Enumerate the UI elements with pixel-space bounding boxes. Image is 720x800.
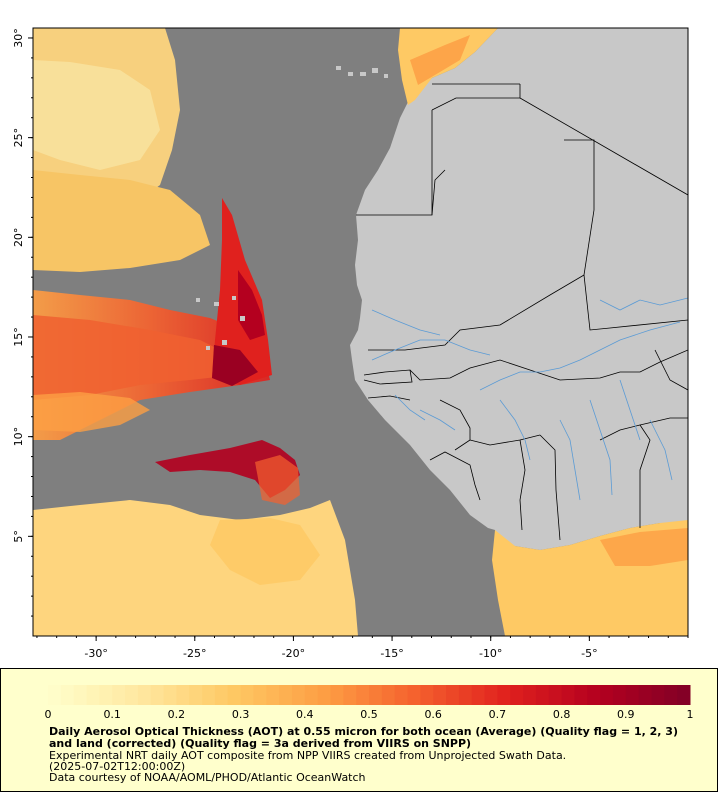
colorbar-tick-label-8: 0.8 [553, 708, 571, 721]
colorbar-cell [510, 685, 524, 705]
legend-subtitle-source: Experimental NRT daily AOT composite fro… [49, 749, 567, 762]
colorbar-cell [202, 685, 216, 705]
colorbar-cell [381, 685, 396, 705]
colorbar-cell [433, 685, 447, 705]
x-tick-label-5: -5° [581, 647, 597, 660]
colorbar-cell [677, 685, 691, 705]
colorbar-cell [343, 685, 357, 705]
colorbar-tick-label-0: 0 [45, 708, 52, 721]
colorbar-cell [176, 685, 190, 705]
colorbar-cell [112, 685, 126, 705]
aot-patches-midocean [155, 440, 300, 505]
colorbar-cell [86, 685, 100, 705]
colorbar-tick-label-7: 0.7 [489, 708, 507, 721]
colorbar-tick-label-6: 0.6 [424, 708, 442, 721]
colorbar-cell [664, 685, 678, 705]
colorbar-tick-label-5: 0.5 [360, 708, 378, 721]
y-tick-label-0: 5° [12, 530, 25, 543]
y-tick-label-2: 15° [12, 327, 25, 347]
colorbar-cell [279, 685, 293, 705]
colorbar-cell [600, 685, 614, 705]
land-africa [350, 28, 688, 550]
colorbar-cell [240, 685, 254, 705]
colorbar-cell [137, 685, 152, 705]
aot-dust-plume [33, 290, 270, 440]
map-frame [32, 27, 689, 637]
x-tick-label-1: -25° [183, 647, 206, 660]
colorbar-cell [291, 685, 306, 705]
colorbar-cell [638, 685, 652, 705]
aot-field-northwest [33, 28, 210, 272]
colorbar-cell [150, 685, 165, 705]
canary-islands [336, 66, 388, 78]
colorbar-cell [394, 685, 409, 705]
colorbar-cell [304, 685, 319, 705]
colorbar-cell [446, 685, 460, 705]
legend-subtitle-date: (2025-07-02T12:00:00Z) [49, 760, 186, 773]
aot-map: -30° -25° -20° -15° -10° -5° 5° 10° 15° 20° 25° 30… [12, 27, 689, 660]
y-axis-ticks: 5° 10° 15° 20° 25° 30° [12, 28, 33, 617]
colorbar-tick-label-10: 1 [687, 708, 694, 721]
colorbar-cell [60, 685, 75, 705]
colorbar: 0 0.1 0.2 0.3 0.4 0.5 0.6 0.7 0.8 0.9 1 [45, 685, 694, 721]
x-axis-ticks: -30° -25° -20° -15° -10° -5° [36, 636, 689, 660]
x-tick-label-3: -15° [380, 647, 403, 660]
y-tick-label-5: 30° [12, 28, 25, 48]
colorbar-cell [163, 685, 177, 705]
colorbar-cell [535, 685, 550, 705]
x-tick-label-4: -10° [479, 647, 502, 660]
colorbar-cell [73, 685, 88, 705]
colorbar-tick-label-4: 0.4 [296, 708, 314, 721]
colorbar-cell [317, 685, 331, 705]
rivers [371, 297, 688, 501]
colorbar-cell [587, 685, 601, 705]
colorbar-cell [497, 685, 511, 705]
colorbar-cell [523, 685, 537, 705]
colorbar-cell [330, 685, 344, 705]
colorbar-tick-label-3: 0.3 [232, 708, 250, 721]
colorbar-cell [574, 685, 588, 705]
country-borders [356, 83, 688, 541]
colorbar-cell [612, 685, 627, 705]
colorbar-cell [651, 685, 665, 705]
colorbar-cell [548, 685, 563, 705]
colorbar-cell [420, 685, 434, 705]
colorbar-cell [99, 685, 113, 705]
colorbar-cell [458, 685, 473, 705]
aot-field-morocco [398, 28, 498, 105]
cape-verde-islands [196, 296, 245, 350]
colorbar-tick-label-2: 0.2 [168, 708, 186, 721]
legend-panel: 0 0.1 0.2 0.3 0.4 0.5 0.6 0.7 0.8 0.9 1 Daily Aero… [0, 668, 718, 792]
colorbar-cell [125, 685, 139, 705]
colorbar-cell [471, 685, 486, 705]
colorbar-cell [407, 685, 421, 705]
colorbar-cell [356, 685, 370, 705]
x-tick-label-0: -30° [84, 647, 107, 660]
colorbar-cell [48, 685, 62, 705]
colorbar-cell [227, 685, 242, 705]
aot-field-southwest [33, 500, 358, 636]
colorbar-cell [253, 685, 267, 705]
colorbar-cell [369, 685, 383, 705]
y-tick-label-4: 25° [12, 128, 25, 148]
colorbar-cell [484, 685, 498, 705]
aot-field-gulf-of-guinea [492, 520, 688, 636]
aot-swath-high [212, 198, 272, 386]
legend-title: Daily Aerosol Optical Thickness (AOT) at… [49, 725, 678, 750]
colorbar-cell [214, 685, 229, 705]
y-tick-label-3: 20° [12, 228, 25, 248]
colorbar-cell [189, 685, 203, 705]
x-tick-label-2: -20° [282, 647, 305, 660]
y-tick-label-1: 10° [12, 427, 25, 447]
colorbar-cell [266, 685, 280, 705]
colorbar-cell [625, 685, 640, 705]
legend-credit: Data courtesy of NOAA/AOML/PHOD/Atlantic… [49, 771, 366, 784]
colorbar-tick-label-9: 0.9 [617, 708, 635, 721]
colorbar-tick-label-1: 0.1 [103, 708, 121, 721]
colorbar-cell [561, 685, 575, 705]
